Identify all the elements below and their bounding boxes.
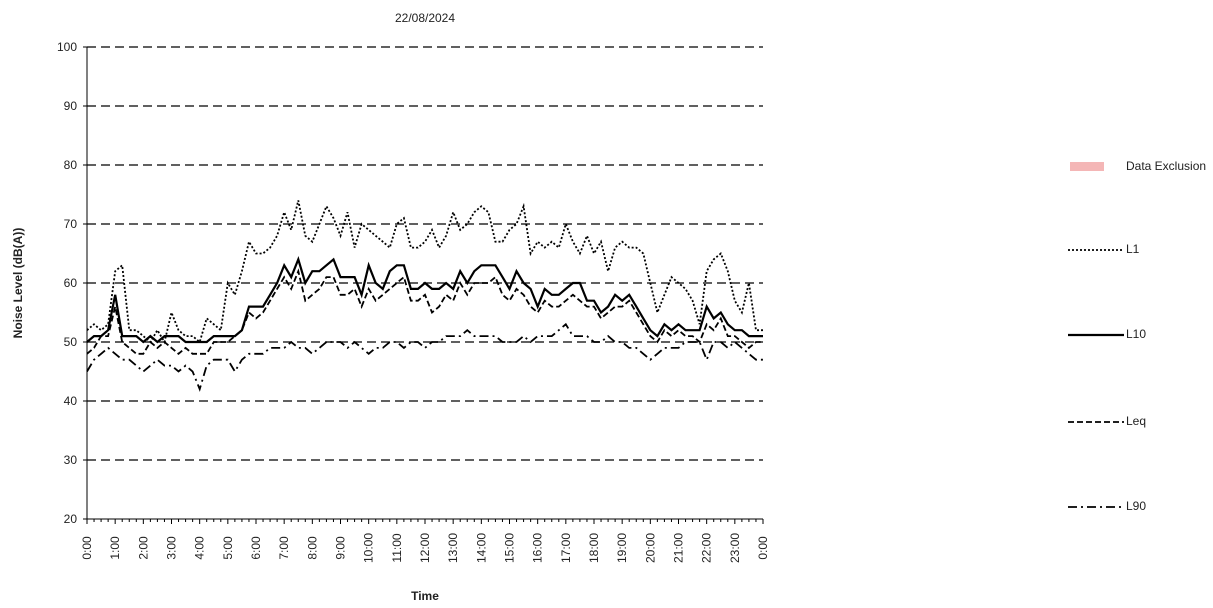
x-tick-label: 21:00 bbox=[672, 533, 686, 563]
x-axis-label: Time bbox=[411, 589, 439, 603]
series-line bbox=[86, 200, 763, 345]
x-tick-label: 8:00 bbox=[305, 536, 319, 560]
x-tick-label: 10:00 bbox=[362, 533, 376, 563]
chart-title: 22/08/2024 bbox=[395, 11, 455, 25]
x-tick-label: 17:00 bbox=[559, 533, 573, 563]
legend-swatch bbox=[1070, 162, 1104, 171]
x-tick-label: 20:00 bbox=[643, 533, 657, 563]
y-tick-label: 100 bbox=[57, 40, 77, 54]
x-tick-label: 12:00 bbox=[418, 533, 432, 563]
y-tick-label: 80 bbox=[64, 158, 78, 172]
y-tick-label: 40 bbox=[64, 394, 78, 408]
y-tick-label: 70 bbox=[64, 217, 78, 231]
x-tick-label: 18:00 bbox=[587, 533, 601, 563]
y-tick-label: 20 bbox=[64, 512, 78, 526]
y-tick-label: 50 bbox=[64, 335, 78, 349]
series-line bbox=[86, 256, 763, 344]
x-tick-label: 22:00 bbox=[700, 533, 714, 563]
x-tick-label: 23:00 bbox=[728, 533, 742, 563]
series-line bbox=[86, 322, 763, 392]
x-tick-label: 11:00 bbox=[390, 533, 404, 562]
y-tick-label: 60 bbox=[64, 276, 78, 290]
legend-label: Data Exclusion bbox=[1126, 159, 1207, 173]
legend-label: Leq bbox=[1126, 414, 1147, 428]
x-tick-label: 3:00 bbox=[165, 536, 179, 560]
x-tick-label: 1:00 bbox=[108, 536, 122, 560]
x-tick-label: 0:00 bbox=[756, 536, 770, 560]
legend-label: L90 bbox=[1126, 499, 1147, 513]
x-tick-label: 19:00 bbox=[615, 533, 629, 563]
y-tick-label: 30 bbox=[64, 453, 78, 467]
x-tick-label: 5:00 bbox=[221, 536, 235, 560]
x-tick-label: 9:00 bbox=[334, 536, 348, 560]
y-axis-label: Noise Level (dB(A)) bbox=[11, 228, 25, 339]
x-tick-label: 4:00 bbox=[193, 536, 207, 560]
x-tick-label: 14:00 bbox=[474, 533, 488, 563]
x-tick-label: 15:00 bbox=[503, 533, 517, 563]
x-tick-label: 16:00 bbox=[531, 533, 545, 563]
legend-label: L10 bbox=[1126, 327, 1147, 341]
x-tick-label: 13:00 bbox=[446, 533, 460, 563]
x-tick-label: 7:00 bbox=[277, 536, 291, 560]
x-tick-label: 2:00 bbox=[136, 536, 150, 560]
x-tick-label: 0:00 bbox=[80, 536, 94, 560]
legend-label: L1 bbox=[1126, 242, 1140, 256]
x-tick-label: 6:00 bbox=[249, 536, 263, 560]
series-line bbox=[86, 268, 763, 355]
y-tick-label: 90 bbox=[64, 99, 78, 113]
